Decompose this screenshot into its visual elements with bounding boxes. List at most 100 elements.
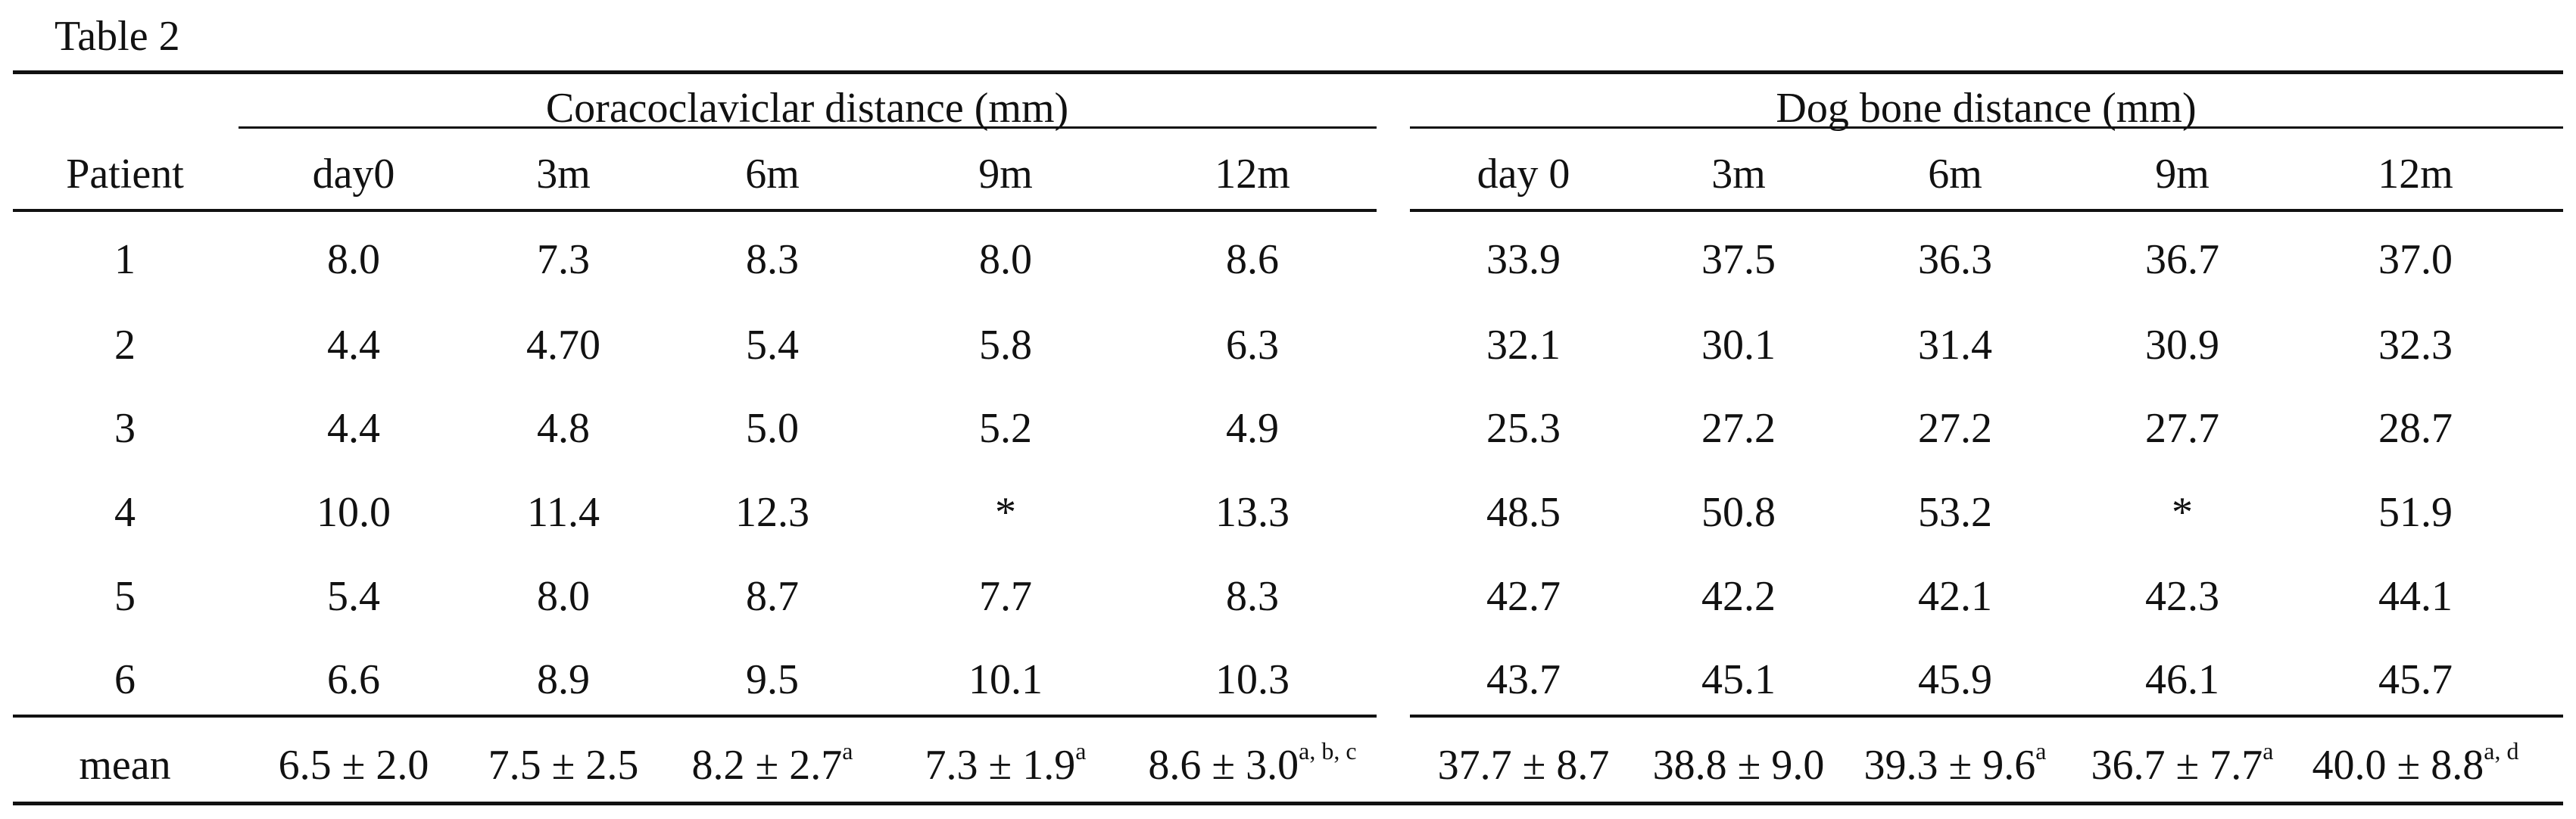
table-cell: 37.0 — [2378, 236, 2453, 283]
table-cell: 31.4 — [1918, 322, 1992, 369]
column-header: 12m — [1215, 151, 1290, 198]
table-cell: 46.1 — [2145, 656, 2219, 703]
superscript: a — [2263, 737, 2274, 765]
column-header: 9m — [2155, 151, 2210, 198]
table-cell: 6.6 — [327, 656, 380, 703]
table-cell: 27.2 — [1701, 405, 1776, 452]
table-cell: 30.1 — [1701, 322, 1776, 369]
top-rule — [13, 70, 2563, 74]
mean-cell: 8.6 ± 3.0a, b, c — [1148, 739, 1356, 786]
header-rule — [1410, 209, 2563, 212]
superscript: a — [842, 737, 853, 765]
mean-cell: 38.8 ± 9.0 — [1653, 744, 1825, 786]
table-cell: 7.7 — [979, 573, 1032, 620]
table-cell: 36.7 — [2145, 236, 2219, 283]
mean-value: 38.8 ± 9.0 — [1652, 742, 1825, 789]
mean-value: 40.0 ± 8.8 — [2312, 742, 2484, 789]
table-cell: 10.3 — [1215, 656, 1290, 703]
column-header: day0 — [312, 151, 395, 198]
table-cell: 5.4 — [327, 573, 380, 620]
group-header: Coracoclaviclar distance (mm) — [545, 85, 1069, 132]
table-cell: 4.4 — [327, 405, 380, 452]
table-cell: * — [995, 489, 1016, 536]
table-cell: 8.0 — [979, 236, 1032, 283]
row-label: mean — [79, 742, 171, 789]
table-cell: 48.5 — [1486, 489, 1561, 536]
table-cell: 10.0 — [317, 489, 391, 536]
table-cell: 33.9 — [1486, 236, 1561, 283]
mean-value: 7.3 ± 1.9 — [925, 742, 1076, 789]
mean-cell: 36.7 ± 7.7a — [2091, 739, 2274, 789]
table-cell: 32.3 — [2378, 322, 2453, 369]
superscript: a, b, c — [1299, 737, 1357, 765]
table-cell: 42.2 — [1701, 573, 1776, 620]
table-cell: 4.4 — [327, 322, 380, 369]
mean-cell: 8.2 ± 2.7a — [691, 739, 853, 789]
table-cell: 4.9 — [1226, 405, 1279, 452]
table-cell: 43.7 — [1486, 656, 1561, 703]
bottom-rule — [13, 802, 2563, 805]
mean-value: 6.5 ± 2.0 — [278, 742, 429, 789]
table-cell: 8.3 — [746, 236, 799, 283]
table-cell: 8.3 — [1226, 573, 1279, 620]
group-rule — [1410, 126, 2563, 129]
mean-cell: 40.0 ± 8.8a, d — [2312, 739, 2519, 789]
table-cell: 5.8 — [979, 322, 1032, 369]
table-cell: 3 — [114, 405, 136, 452]
table-cell: 8.6 — [1226, 236, 1279, 283]
mean-rule — [13, 715, 1377, 718]
table-cell: 27.2 — [1918, 405, 1992, 452]
table-cell: 5.2 — [979, 405, 1032, 452]
column-header: 12m — [2378, 151, 2453, 198]
mean-cell: 7.3 ± 1.9a — [925, 739, 1087, 789]
table-cell: 27.7 — [2145, 405, 2219, 452]
table-cell: 42.7 — [1486, 573, 1561, 620]
mean-value: 36.7 ± 7.7 — [2091, 742, 2263, 789]
table-cell: 1 — [114, 236, 136, 283]
mean-value: 39.3 ± 9.6 — [1863, 742, 2036, 789]
table-cell: 6 — [114, 656, 136, 703]
table-cell: 53.2 — [1918, 489, 1992, 536]
table-cell: 36.3 — [1918, 236, 1992, 283]
superscript: a — [2035, 737, 2047, 765]
column-header: 9m — [978, 151, 1033, 198]
column-header: 6m — [745, 151, 800, 198]
table-cell: 50.8 — [1701, 489, 1776, 536]
table-cell: 8.0 — [537, 573, 590, 620]
group-header: Dog bone distance (mm) — [1776, 85, 2197, 132]
table-cell: 8.9 — [537, 656, 590, 703]
mean-cell: 37.7 ± 8.7 — [1438, 744, 1610, 786]
table-cell: 2 — [114, 322, 136, 369]
table-cell: 10.1 — [968, 656, 1043, 703]
table-cell: 45.1 — [1701, 656, 1776, 703]
table-cell: 30.9 — [2145, 322, 2219, 369]
table-cell: 8.7 — [746, 573, 799, 620]
table-cell: 45.9 — [1918, 656, 1992, 703]
header-rule — [13, 209, 1377, 212]
column-header: 6m — [1928, 151, 1982, 198]
table-cell: 5 — [114, 573, 136, 620]
table-cell: 25.3 — [1486, 405, 1561, 452]
superscript: a — [1075, 737, 1087, 765]
table-cell: 37.5 — [1701, 236, 1776, 283]
table-cell: 12.3 — [735, 489, 809, 536]
table-cell: 42.1 — [1918, 573, 1992, 620]
table-cell: 5.4 — [746, 322, 799, 369]
table-title: Table 2 — [55, 13, 180, 60]
superscript: a, d — [2484, 737, 2519, 765]
mean-cell: 7.5 ± 2.5 — [488, 744, 639, 786]
table-cell: 8.0 — [327, 236, 380, 283]
table-cell: 4.70 — [526, 322, 600, 369]
table-cell: 6.3 — [1226, 322, 1279, 369]
mean-value: 8.2 ± 2.7 — [691, 742, 843, 789]
table-cell: 42.3 — [2145, 573, 2219, 620]
mean-value: 7.5 ± 2.5 — [488, 742, 639, 789]
table-cell: 7.3 — [537, 236, 590, 283]
table-cell: 44.1 — [2378, 573, 2453, 620]
mean-cell: 39.3 ± 9.6a — [1863, 739, 2047, 789]
table-cell: 5.0 — [746, 405, 799, 452]
table-cell: 51.9 — [2378, 489, 2453, 536]
column-header: Patient — [66, 151, 184, 198]
table-cell: * — [2172, 489, 2193, 536]
table-cell: 13.3 — [1215, 489, 1290, 536]
